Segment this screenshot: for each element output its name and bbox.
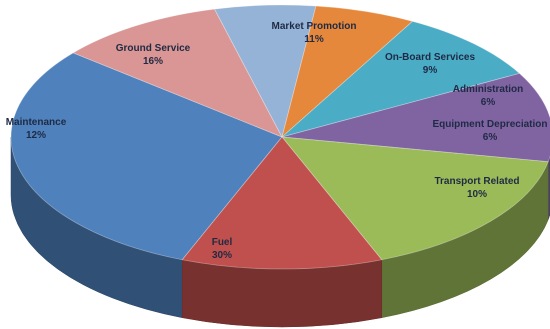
pie-labels: Fuel 30% Transport Related 10% Equipment Dep… bbox=[6, 21, 548, 261]
slice-value-0: 30% bbox=[212, 250, 232, 261]
slice-label-2: Equipment Depreciation bbox=[432, 119, 547, 130]
slice-value-1: 10% bbox=[467, 189, 487, 200]
slice-label-7: Maintenance bbox=[6, 117, 67, 128]
slice-value-2: 6% bbox=[483, 132, 498, 143]
slice-label-5: Market Promotion bbox=[271, 21, 356, 32]
slice-value-6: 16% bbox=[143, 56, 163, 67]
pie-slice-maintenance bbox=[181, 136, 383, 270]
pie-side-7 bbox=[181, 259, 383, 328]
pie-slice-fuel bbox=[10, 52, 283, 261]
pie-tops bbox=[10, 4, 550, 270]
slice-label-1: Transport Related bbox=[434, 176, 519, 187]
pie-slice-ground-service bbox=[281, 136, 549, 261]
slice-label-0: Fuel bbox=[212, 237, 233, 248]
slice-value-5: 11% bbox=[304, 34, 324, 45]
pie-sides bbox=[10, 136, 550, 328]
slice-value-7: 12% bbox=[26, 130, 46, 141]
pie-slice-transport-related bbox=[72, 8, 283, 138]
slice-value-3: 6% bbox=[481, 97, 496, 108]
pie-slice-equipment-depreciation bbox=[213, 4, 317, 139]
pie-slice-on-board-services bbox=[281, 20, 521, 138]
slice-label-6: Ground Service bbox=[116, 43, 191, 54]
slice-label-3: Administration bbox=[453, 84, 524, 95]
pie-slice-administration bbox=[281, 5, 414, 139]
slice-label-4: On-Board Services bbox=[385, 52, 475, 63]
slice-value-4: 9% bbox=[423, 65, 438, 76]
